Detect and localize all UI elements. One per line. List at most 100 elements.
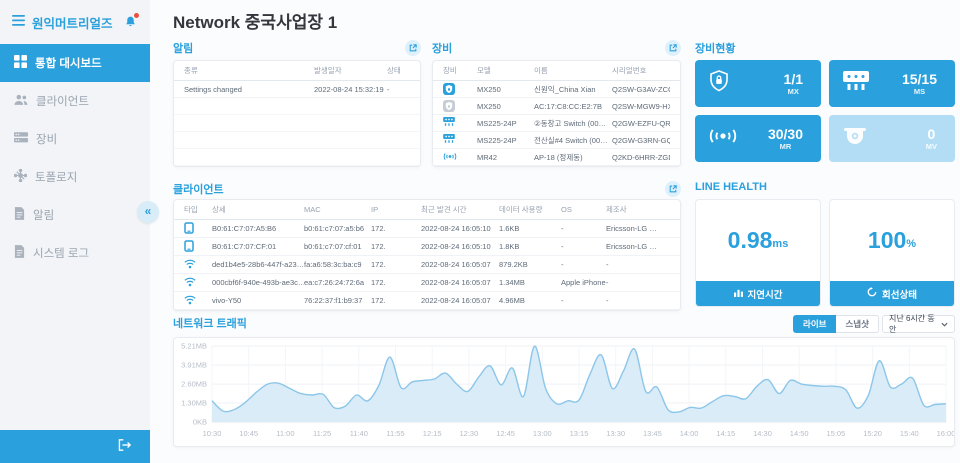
alert-row[interactable]: Settings changed 2022-08-24 15:32:19 - [174,81,420,98]
sidebar-item-system-log[interactable]: 시스템 로그 [0,234,150,272]
traffic-panel-title: 네트워크 트래픽 [173,318,247,330]
latency-card: 0.98 ms 지연시간 [695,199,821,307]
device-row[interactable]: MX250 AC:17:C8:CC:E2:7B Q2SW-MGW9-HXN8 [433,98,680,115]
device-row[interactable]: MR42 AP-18 (정제동) Q2KD-6HRR-ZGDG [433,149,680,166]
security-appliance-offline-icon [443,100,455,112]
alert-row-empty [174,115,420,132]
switch-icon [843,71,869,96]
sidebar-item-topology[interactable]: 토폴로지 [0,158,150,196]
topology-icon [13,168,28,185]
status-card-mx: 1/1 MX [695,60,821,107]
clients-table: 타입 상세 MAC IP 최근 발견 시간 데이터 사용량 OS 제조사 B0:… [173,199,681,311]
traffic-area-chart: 5.21MB 3.91MB 2.60MB 1.30MB 0KB 10:30 10:45 11:… [181,342,954,439]
hamburger-icon[interactable] [12,13,25,31]
notification-dot [134,13,139,18]
clients-icon [14,94,28,109]
sidebar-header: 원익머트리얼즈 [0,0,150,44]
client-row[interactable]: ded1b4e5-28b6-447f-a23… fa:a6:58:3c:ba:c… [174,256,680,274]
line-status-unit: % [906,238,917,250]
wireless-icon [709,127,737,150]
sidebar-item-clients[interactable]: 클라이언트 [0,82,150,120]
line-health-title: LINE HEALTH [695,181,767,193]
svg-text:11:25: 11:25 [313,429,331,438]
device-row[interactable]: MS225-24P 전산실#4 Switch (00… Q2GW-G3RN-GQ… [433,132,680,149]
svg-text:0KB: 0KB [193,418,207,427]
sidebar-footer [0,430,150,463]
sidebar-item-label: 시스템 로그 [33,248,90,260]
client-row[interactable]: 000cbf6f-940e-493b-ae3c… ea:c7:26:24:72:… [174,274,680,292]
client-row[interactable]: vivo-Y50 76:22:37:f1:b9:37 172. 2022-08-… [174,292,680,310]
wifi-icon [184,259,212,271]
svg-text:15:40: 15:40 [900,429,919,438]
device-row[interactable]: MS225-24P ②동창고 Switch (00… Q2GW-EZFU-QRN… [433,115,680,132]
latency-unit: ms [772,238,789,250]
snapshot-toggle-button[interactable]: 스냅샷 [836,315,879,333]
chevron-down-icon [941,320,948,329]
svg-text:12:15: 12:15 [423,429,442,438]
svg-text:14:30: 14:30 [753,429,772,438]
status-value: 15/15 [901,70,937,87]
wifi-icon [184,277,212,289]
svg-text:11:55: 11:55 [386,429,404,438]
svg-text:2.60MB: 2.60MB [181,380,207,389]
bell-icon[interactable] [124,13,139,29]
client-row[interactable]: B0:61:C7:07:CF:01 b0:61:c7:07:cf:01 172.… [174,238,680,256]
alert-row-empty [174,132,420,149]
client-row[interactable]: B0:61:C7:07:A5:B6 b0:61:c7:07:a5:b6 172.… [174,220,680,238]
status-value: 0 [927,125,936,142]
status-card-ms: 15/15 MS [829,60,955,107]
alerts-panel-title: 알림 [173,43,194,55]
svg-text:13:30: 13:30 [606,429,625,438]
svg-text:13:45: 13:45 [643,429,662,438]
svg-text:11:00: 11:00 [276,429,294,438]
svg-text:14:15: 14:15 [716,429,735,438]
latency-button[interactable]: 지연시간 [696,281,820,306]
sidebar-item-alerts[interactable]: 알림 [0,196,150,234]
live-toggle-button[interactable]: 라이브 [793,315,837,333]
devices-table-header: 장비 모델 이름 시리얼번호 [433,61,680,81]
svg-text:3.91MB: 3.91MB [181,360,207,369]
devices-icon [14,132,28,146]
clients-panel-title: 클라이언트 [173,184,224,196]
shield-icon [709,70,729,97]
traffic-chart-card: 5.21MB 3.91MB 2.60MB 1.30MB 0KB 10:30 10:45 11:… [173,337,955,447]
org-name: 원익머트리얼즈 [32,16,113,31]
sidebar-collapse-button[interactable]: « [137,201,159,223]
sidebar-item-label: 통합 대시보드 [35,58,102,70]
status-label: MR [779,141,792,151]
svg-text:14:00: 14:00 [680,429,699,438]
line-status-value: 100 [867,227,907,253]
page-title: Network 중국사업장 1 [173,13,338,32]
clients-external-link-icon[interactable] [665,181,681,197]
svg-text:10:30: 10:30 [203,429,222,438]
devices-external-link-icon[interactable] [665,40,681,56]
line-status-button[interactable]: 회선상태 [830,281,954,306]
status-value: 30/30 [767,125,803,142]
status-card-mv: 0 MV [829,115,955,162]
status-label: MX [787,86,799,96]
refresh-icon [867,287,877,300]
clients-table-header: 타입 상세 MAC IP 최근 발견 시간 데이터 사용량 OS 제조사 [174,200,680,220]
alert-row-empty [174,149,420,166]
sidebar-item-label: 클라이언트 [36,96,89,108]
device-status-title: 장비현황 [695,43,736,55]
time-range-select[interactable]: 지난 6시간 동안 [882,314,955,334]
sidebar-item-devices[interactable]: 장비 [0,120,150,158]
logout-icon[interactable] [118,438,132,456]
status-label: MS [913,86,926,96]
devices-panel-title: 장비 [432,43,453,55]
device-row[interactable]: MX250 신원익_China Xian Q2SW-G3AV-ZCCL [433,81,680,98]
status-value: 1/1 [783,70,803,87]
sidebar: 원익머트리얼즈 통합 대시보드 클라이언트 장비 토폴로지 알림 [0,0,150,463]
svg-text:12:45: 12:45 [496,429,515,438]
tablet-icon [184,221,212,236]
alerts-external-link-icon[interactable] [405,40,421,56]
svg-text:10:45: 10:45 [239,429,258,438]
wifi-icon [184,295,212,307]
alerts-table: 종류 발생일자 상태 Settings changed 2022-08-24 1… [173,60,421,167]
sidebar-item-dashboard[interactable]: 통합 대시보드 [0,44,150,82]
access-point-icon [443,152,477,163]
system-log-icon [14,245,25,261]
sidebar-item-label: 토폴로지 [35,172,78,184]
switch-icon [443,117,477,129]
